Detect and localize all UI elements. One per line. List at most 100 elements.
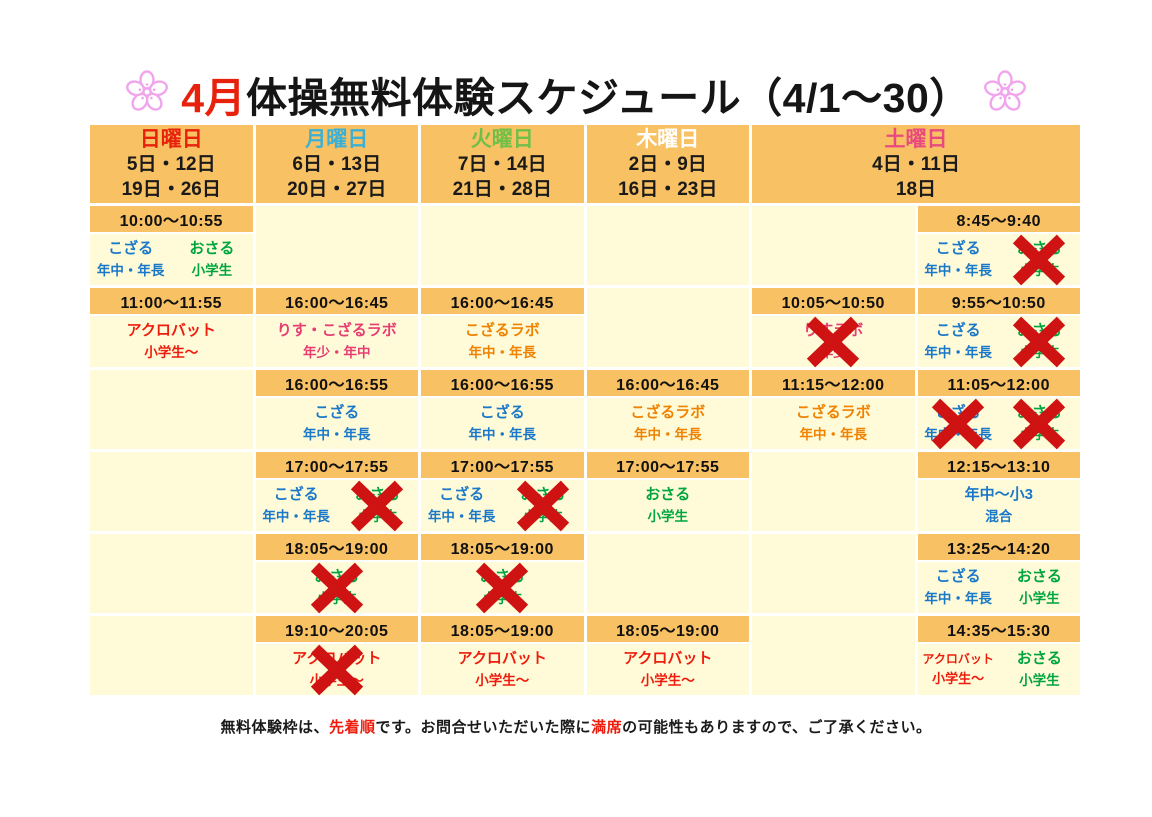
class-name: こざる bbox=[314, 404, 360, 422]
time-band: 16:00～16:55 bbox=[421, 370, 584, 396]
class-entry: おさる 小学生 bbox=[337, 480, 418, 531]
day-name: 日曜日 bbox=[139, 127, 203, 151]
time-band: 16:00～16:45 bbox=[586, 370, 749, 396]
class-entry: こざるラボ 年中・年長 bbox=[421, 316, 584, 367]
class-name: おさる bbox=[1016, 322, 1062, 340]
cell-content: こざる 年中・年長 おさる 小学生 bbox=[917, 398, 1080, 449]
day-name: 土曜日 bbox=[884, 127, 948, 151]
class-target: 小学生 bbox=[1019, 672, 1060, 688]
class-entry: アクロバット 小学生～ bbox=[918, 644, 999, 695]
class-entry: こざるラボ年中・年長 bbox=[587, 398, 750, 449]
schedule-cell: 11:05～12:00 こざる 年中・年長 おさる 小学生 bbox=[917, 370, 1080, 449]
day-dates: 5日・12日 bbox=[126, 153, 216, 175]
schedule-cell: 16:00～16:55 こざる 年中・年長 bbox=[255, 370, 419, 449]
class-entry: こざる 年中・年長 bbox=[918, 316, 999, 367]
class-name: こざるラボ bbox=[795, 404, 871, 422]
class-target: 年中・年長 bbox=[799, 426, 868, 442]
class-entry: おさる 小学生 bbox=[171, 234, 252, 285]
schedule-cell bbox=[586, 206, 749, 285]
day-dates: 16日・23日 bbox=[618, 178, 718, 200]
cell-content: りすラボ 年少 bbox=[752, 316, 915, 367]
day-dates: 2日・9日 bbox=[628, 153, 707, 175]
day-name: 木曜日 bbox=[636, 127, 700, 151]
class-entry: おさる 小学生 bbox=[999, 234, 1080, 285]
schedule-cell: 18:05～19:00 おさる 小学生 bbox=[255, 534, 418, 613]
schedule-cell: 10:05～10:50 りすラボ 年少 bbox=[752, 288, 915, 367]
class-name: おさる bbox=[1016, 568, 1062, 586]
schedule-cell: 19:10～20:05 アクロバット 小学生～ bbox=[255, 616, 419, 695]
class-entry: りす・こざるラボ 年少・年中 bbox=[256, 316, 419, 367]
schedule-cell: 18:05～19:00 アクロバット 小学生～ bbox=[586, 616, 749, 695]
footer-segment: 先着順 bbox=[329, 719, 376, 736]
day-name: 火曜日 bbox=[470, 127, 534, 151]
time-band: 10:05～10:50 bbox=[752, 288, 915, 314]
cell-content: こざる 年中・年長 おさる 小学生 bbox=[917, 316, 1080, 367]
class-entry: おさる 小学生 bbox=[421, 562, 584, 613]
sakura-right-icon bbox=[983, 69, 1027, 119]
schedule-cell: 11:00～11:55 アクロバット 小学生～ bbox=[90, 288, 253, 367]
time-band: 11:05～12:00 bbox=[917, 370, 1080, 396]
class-target: 小学生 bbox=[316, 590, 358, 606]
class-entry: アクロバット 小学生～ bbox=[256, 644, 419, 695]
time-band: 11:00～11:55 bbox=[90, 288, 253, 314]
class-target: 小学生～ bbox=[144, 344, 199, 360]
day-dates: 19日・26日 bbox=[121, 178, 221, 200]
class-entry: おさる 小学生 bbox=[999, 644, 1080, 695]
schedule-cell bbox=[752, 616, 915, 695]
cell-content: こざる 年中・年長 おさる 小学生 bbox=[255, 480, 418, 531]
class-name: おさる bbox=[479, 568, 525, 586]
day-dates: 21日・28日 bbox=[452, 178, 552, 200]
cell-content: アクロバット 小学生～ bbox=[90, 316, 253, 367]
cell-content: こざるラボ 年中・年長 bbox=[421, 316, 584, 367]
class-name: こざる bbox=[108, 240, 154, 258]
footer-segment: 無料体験枠は、 bbox=[220, 719, 330, 736]
schedule-cell bbox=[586, 534, 749, 613]
cell-content: おさる 小学生 bbox=[586, 480, 749, 531]
class-target: 年中・年長 bbox=[634, 426, 702, 442]
schedule-cell: 17:00～17:55 おさる 小学生 bbox=[586, 452, 749, 531]
class-entry: こざる 年中・年長 bbox=[256, 480, 337, 531]
class-target: 年中・年長 bbox=[468, 344, 537, 360]
schedule-cell bbox=[255, 206, 418, 285]
class-name: こざる bbox=[439, 486, 485, 504]
class-name: アクロバット bbox=[623, 650, 713, 668]
class-entry: アクロバット 小学生～ bbox=[421, 644, 584, 695]
day-header: 月曜日 6日・13日 20日・27日 bbox=[255, 125, 418, 203]
schedule-cell bbox=[752, 452, 915, 531]
class-entry: こざる 年中・年長 bbox=[421, 398, 584, 449]
schedule-cell bbox=[752, 206, 915, 285]
time-band: 8:45～9:40 bbox=[917, 206, 1080, 232]
class-target: 小学生～ bbox=[309, 672, 364, 688]
schedule-cell: 16:00～16:45 こざるラボ 年中・年長 bbox=[586, 370, 750, 449]
class-target: 小学生 bbox=[1019, 426, 1060, 442]
time-band: 17:00～17:55 bbox=[586, 452, 749, 478]
class-name: おさる bbox=[354, 486, 400, 504]
schedule-cell: 17:00～17:55 こざる 年中・年長 おさる 小学生 bbox=[421, 452, 584, 531]
class-name: おさる bbox=[1016, 404, 1062, 422]
title-text: 4月体操無料体験スケジュール（4/1～30） bbox=[181, 64, 971, 124]
time-band: 10:00～10:55 bbox=[90, 206, 253, 232]
class-name: アクロバット bbox=[922, 652, 994, 667]
schedule-cell: 16:00～16:55 こざる 年中・年長 bbox=[421, 370, 584, 449]
class-target: 小学生～ bbox=[475, 672, 530, 688]
class-entry: 年中～小3 混合 bbox=[918, 480, 1081, 531]
class-name: こざるラボ bbox=[630, 404, 706, 422]
class-entry: おさる 小学生 bbox=[999, 316, 1080, 367]
class-name: りすラボ bbox=[803, 322, 864, 340]
day-header: 火曜日 7日・14日 21日・28日 bbox=[421, 125, 584, 203]
time-band: 12:15～13:10 bbox=[917, 452, 1080, 478]
time-band: 13:25～14:20 bbox=[917, 534, 1080, 560]
schedule-cell: 18:05～19:00 アクロバット 小学生～ bbox=[421, 616, 584, 695]
time-band: 17:00～17:55 bbox=[255, 452, 418, 478]
class-target: 小学生 bbox=[191, 262, 233, 278]
time-band: 18:05～19:00 bbox=[421, 616, 584, 642]
class-target: 小学生～ bbox=[932, 670, 985, 686]
cell-content: おさる 小学生 bbox=[255, 562, 418, 613]
footer-segment: 満席 bbox=[591, 719, 623, 736]
class-name: 年中～小3 bbox=[964, 486, 1033, 504]
class-name: おさる bbox=[189, 240, 235, 258]
class-target: 年中・年長 bbox=[924, 426, 992, 442]
schedule-cell: 12:15～13:10 年中～小3 混合 bbox=[917, 452, 1081, 531]
class-entry: こざる 年中・年長 bbox=[256, 398, 419, 449]
class-entry: こざる 年中・年長 bbox=[421, 480, 502, 531]
